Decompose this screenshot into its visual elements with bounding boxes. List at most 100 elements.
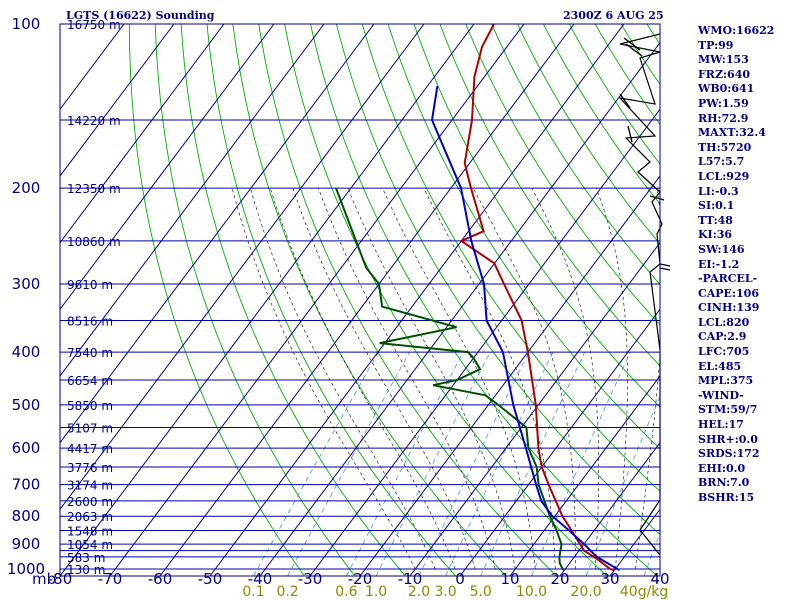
dewpoint-trace — [335, 187, 565, 572]
dry-adiabat — [361, 24, 660, 492]
dry-adiabat — [568, 24, 660, 165]
temperature-trace — [459, 24, 615, 572]
mixing-ratio-line — [253, 351, 379, 576]
moist-adiabat — [595, 187, 628, 570]
mixing-ratio-label: 20.0 — [571, 584, 602, 600]
mixing-ratio-label: 2.0 — [408, 584, 430, 600]
index-item: L57:5.7 — [698, 155, 745, 169]
height-label: 5107 m — [67, 422, 113, 436]
index-item: SHR+:0.0 — [698, 432, 758, 446]
sounding-traces — [335, 24, 620, 572]
pressure-tick-label: 400 — [12, 343, 41, 361]
temperature-tick-label: 30 — [600, 570, 619, 588]
dry-adiabat — [776, 24, 800, 576]
index-item: CINH:139 — [698, 301, 760, 315]
wind-barb-flag — [659, 263, 671, 267]
dry-adiabat — [206, 24, 457, 576]
isotherm — [60, 24, 425, 511]
temperature-tick-label: -50 — [198, 570, 223, 588]
wind-barb-flag — [619, 93, 631, 109]
index-item: LI:-0.3 — [698, 184, 739, 198]
station-title: LGTS (16622) Sounding — [66, 9, 215, 22]
height-label: 14220 m — [67, 114, 121, 128]
mixing-ratio-line — [287, 351, 410, 576]
index-item: WB0:641 — [698, 82, 755, 96]
index-item: LCL:820 — [698, 315, 750, 329]
temperature-tick-label: 40 — [650, 570, 669, 588]
index-item: MW:153 — [698, 53, 749, 67]
dry-adiabat — [439, 24, 660, 367]
temperature-tick-label: -40 — [248, 570, 273, 588]
dry-adiabat — [517, 24, 660, 245]
mixing-ratio-label: 3.0 — [434, 584, 456, 600]
isotherm — [60, 24, 375, 444]
isotherm — [459, 308, 660, 576]
index-item: EL:485 — [698, 359, 742, 373]
index-item: -PARCEL- — [698, 272, 758, 286]
temperature-tick-label: 10 — [500, 570, 519, 588]
isotherm — [60, 24, 475, 576]
temperature-tick-label: 20 — [550, 570, 569, 588]
pressure-tick-label: 700 — [12, 476, 41, 494]
pressure-tick-label: 100 — [12, 15, 41, 33]
index-item: CAPE:106 — [698, 286, 759, 300]
index-item: SW:146 — [698, 242, 745, 256]
height-label: 2600 m — [67, 495, 113, 509]
temperature-tick-label: -10 — [398, 570, 423, 588]
dry-adiabat — [258, 24, 557, 576]
index-item: TP:99 — [698, 38, 734, 52]
temperature-tick-label: 0 — [455, 570, 465, 588]
index-item: -WIND- — [698, 388, 744, 402]
dry-adiabat — [180, 24, 406, 576]
index-item: RH:72.9 — [698, 111, 749, 125]
index-item: MPL:375 — [698, 374, 754, 388]
isotherm — [309, 108, 660, 576]
stability-indices: WMO:16622 TP:99 MW:153 FRZ:640 WB0:641 PW:1.5… — [698, 24, 774, 506]
height-label: 2063 m — [67, 510, 113, 524]
mixing-ratio-label: 5.0 — [470, 584, 492, 600]
moist-adiabat — [231, 188, 416, 570]
pressure-axis-label: mb — [32, 570, 56, 588]
plot-frame — [59, 23, 661, 577]
isotherm — [259, 41, 660, 576]
dry-adiabat — [465, 24, 660, 326]
pressure-tick-label: 200 — [12, 179, 41, 197]
height-label: 16750 m — [67, 18, 121, 32]
index-item: TT:48 — [698, 213, 733, 227]
height-label: 1548 m — [67, 525, 113, 539]
dry-adiabat — [491, 24, 660, 286]
dry-adiabat — [310, 24, 658, 576]
dry-adiabat — [335, 24, 660, 536]
isotherm — [559, 441, 660, 576]
mixing-ratio-line — [346, 351, 464, 576]
height-label: 7540 m — [67, 346, 113, 360]
dry-adiabat — [594, 24, 660, 125]
mixing-ratio-label: 0.6 — [335, 584, 357, 600]
index-item: LFC:705 — [698, 345, 750, 359]
moist-adiabat — [250, 188, 436, 570]
temperature-tick-label: -70 — [98, 570, 123, 588]
index-item: HEL:17 — [698, 418, 744, 432]
dry-adiabat — [154, 24, 356, 576]
index-item: STM:59/7 — [698, 403, 758, 417]
index-item: SI:0.1 — [698, 199, 735, 213]
wind-barb-flag — [625, 43, 643, 57]
pressure-tick-label: 800 — [12, 507, 41, 525]
dry-adiabat — [543, 24, 660, 205]
height-label: 8516 m — [67, 315, 113, 329]
height-label: 10860 m — [67, 235, 121, 249]
index-item: FRZ:640 — [698, 67, 751, 81]
moist-adiabat — [382, 187, 536, 570]
moist-adiabat — [270, 188, 456, 570]
isotherm — [60, 24, 325, 377]
height-label: 6654 m — [67, 374, 113, 388]
pressure-tick-label: 600 — [12, 439, 41, 457]
mixing-ratio-label: 10.0 — [516, 584, 547, 600]
index-item: EI:-1.2 — [698, 257, 740, 271]
index-item: BSHR:15 — [698, 491, 755, 504]
dry-adiabat — [413, 24, 660, 408]
pressure-tick-label: 1000 — [7, 560, 45, 578]
isotherm — [359, 175, 660, 576]
height-label: 130 m — [67, 563, 105, 577]
